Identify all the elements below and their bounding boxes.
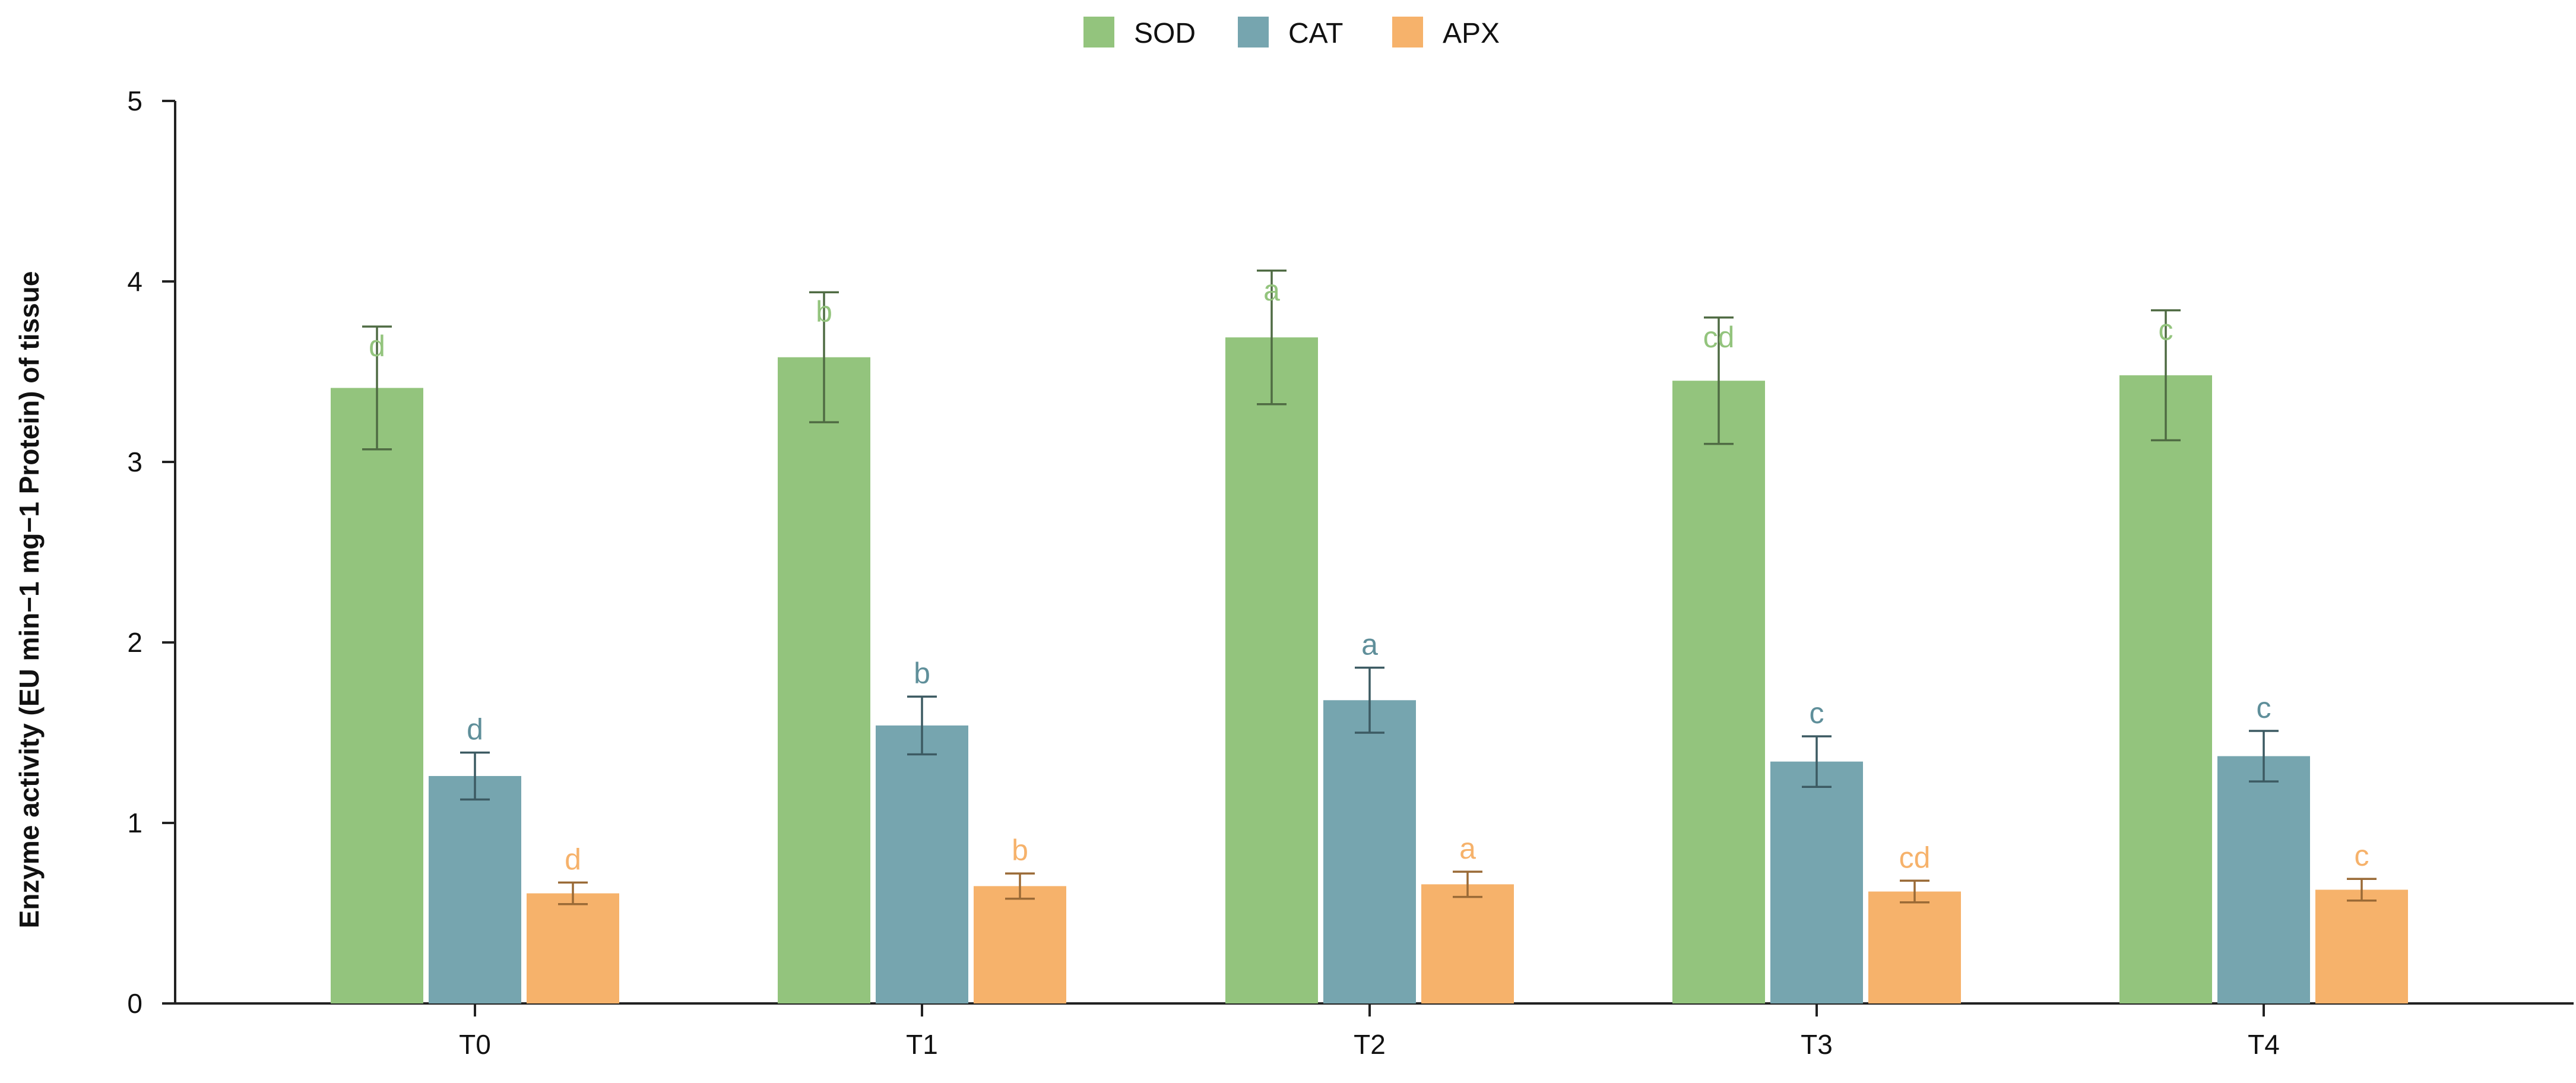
bar-apx-t2 <box>1421 884 1514 1003</box>
y-axis-title: Enzyme activity (EU min−1 mg−1 Protein) … <box>14 271 45 929</box>
bar-cat-t2 <box>1323 700 1416 1003</box>
error-bar-sod-t4 <box>2151 309 2181 442</box>
significance-label-sod-t3: cd <box>1703 321 1735 354</box>
error-bar-apx-t1 <box>1005 872 1035 900</box>
significance-label-cat-t2: a <box>1361 628 1378 661</box>
bar-sod-t3 <box>1672 381 1765 1004</box>
legend-item-sod: SOD <box>1083 17 1196 49</box>
significance-label-sod-t4: c <box>2159 314 2173 347</box>
legend-swatch <box>1392 17 1423 48</box>
error-bar-sod-t2 <box>1257 270 1287 406</box>
bar-sod-t4 <box>2119 375 2212 1003</box>
significance-label-cat-t1: b <box>914 657 930 690</box>
error-bar-sod-t1 <box>809 291 839 423</box>
significance-label-apx-t1: b <box>1012 834 1028 867</box>
bar-sod-t0 <box>331 388 423 1003</box>
x-tick-label-t2: T2 <box>1354 1029 1386 1060</box>
bar-cat-t1 <box>876 725 968 1003</box>
legend-item-cat: CAT <box>1238 17 1343 49</box>
bar-cat-t0 <box>429 775 521 1003</box>
significance-label-apx-t2: a <box>1459 832 1476 865</box>
bar-apx-t0 <box>527 893 619 1003</box>
y-tick-label: 2 <box>127 627 142 658</box>
y-tick-label: 4 <box>127 266 142 297</box>
error-bar-apx-t0 <box>558 881 588 905</box>
significance-label-apx-t3: cd <box>1899 841 1931 874</box>
x-tick-label-t3: T3 <box>1801 1029 1833 1060</box>
error-bar-apx-t2 <box>1453 870 1482 898</box>
legend-item-apx: APX <box>1392 17 1500 49</box>
significance-label-cat-t0: d <box>467 712 483 746</box>
bar-cat-t4 <box>2217 756 2310 1003</box>
y-tick-label: 5 <box>127 86 142 116</box>
y-tick-label: 3 <box>127 446 142 477</box>
error-bar-sod-t3 <box>1704 316 1734 445</box>
significance-label-sod-t1: b <box>816 295 832 328</box>
legend-label: SOD <box>1134 18 1196 49</box>
error-bar-apx-t4 <box>2347 878 2377 902</box>
bar-sod-t2 <box>1225 337 1318 1003</box>
significance-label-apx-t0: d <box>565 843 581 876</box>
legend-label: APX <box>1443 18 1500 49</box>
x-tick-label-t1: T1 <box>906 1029 938 1060</box>
significance-label-sod-t2: a <box>1263 274 1280 307</box>
error-bar-apx-t3 <box>1900 879 1929 904</box>
bar-sod-t1 <box>778 357 870 1004</box>
significance-label-sod-t0: d <box>369 330 385 363</box>
y-tick-label: 0 <box>127 988 142 1019</box>
y-axis: 0 1 2 3 4 5 <box>127 86 176 1019</box>
bar-cat-t3 <box>1770 761 1863 1003</box>
error-bar-cat-t2 <box>1355 666 1384 734</box>
series-apx: d b a cd c <box>527 832 2408 1003</box>
significance-label-apx-t4: c <box>2355 839 2369 872</box>
x-tick-label-t4: T4 <box>2248 1029 2280 1060</box>
error-bar-cat-t1 <box>907 695 937 756</box>
error-bar-cat-t4 <box>2249 730 2279 783</box>
series-cat: d b a c c <box>429 628 2310 1003</box>
legend-swatch <box>1238 17 1269 48</box>
y-tick-label: 1 <box>127 808 142 838</box>
bar-apx-t4 <box>2315 889 2408 1003</box>
bar-apx-t3 <box>1868 891 1961 1003</box>
significance-label-cat-t3: c <box>1810 696 1824 730</box>
legend-label: CAT <box>1288 18 1343 49</box>
x-tick-label-t0: T0 <box>459 1029 491 1060</box>
legend: SOD CAT APX <box>1083 17 1500 49</box>
legend-swatch <box>1083 17 1114 48</box>
error-bar-cat-t0 <box>460 751 490 801</box>
bar-apx-t1 <box>974 886 1066 1003</box>
error-bar-sod-t0 <box>362 325 392 451</box>
significance-label-cat-t4: c <box>2257 691 2271 724</box>
error-bar-cat-t3 <box>1802 735 1832 788</box>
